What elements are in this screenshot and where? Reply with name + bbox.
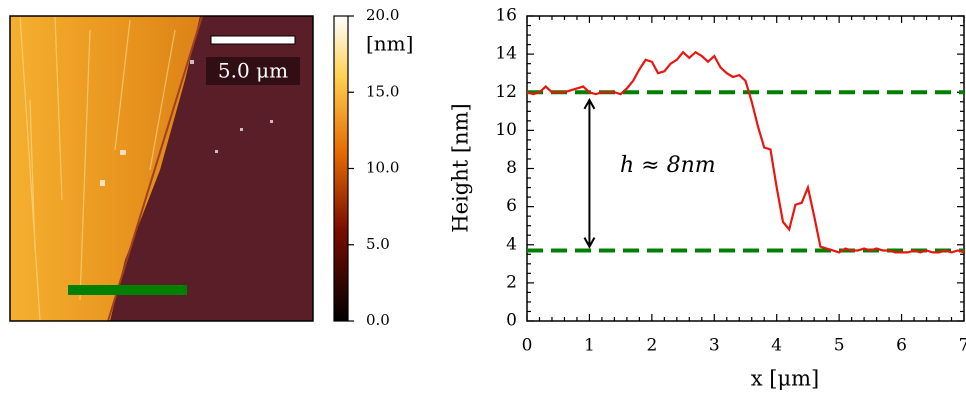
colorbar-tick-label: 5.0 <box>366 235 390 253</box>
colorbar-tick-label: 0.0 <box>366 311 390 329</box>
y-tick-label: 10 <box>495 120 517 140</box>
profile-line <box>526 50 965 254</box>
plot-frame <box>526 15 965 322</box>
colorbar-tick-label: 20.0 <box>366 6 399 24</box>
y-tick-label: 4 <box>506 234 517 254</box>
colorbar-tick-label: 10.0 <box>366 159 399 177</box>
y-tick-label: 8 <box>506 158 517 178</box>
x-tick-label: 2 <box>646 336 657 356</box>
colorbar-tick-label: 15.0 <box>366 82 399 100</box>
y-tick-label: 0 <box>506 311 517 331</box>
x-tick-label: 1 <box>584 336 595 356</box>
scale-bar-label-bg <box>206 57 300 85</box>
y-tick-label: 2 <box>506 272 517 292</box>
x-tick-label: 4 <box>771 336 782 356</box>
x-tick-label: 5 <box>834 336 845 356</box>
x-tick-label: 6 <box>896 336 907 356</box>
x-axis-label: x [μm] <box>751 367 819 391</box>
image-frame <box>9 15 314 322</box>
x-tick-label: 3 <box>709 336 720 356</box>
x-tick-label: 7 <box>959 336 966 356</box>
y-tick-label: 14 <box>495 44 517 64</box>
x-tick-label: 0 <box>522 336 533 356</box>
y-tick-label: 12 <box>495 82 517 102</box>
profile-line <box>68 285 187 295</box>
scale-bar-label: 5.0 μm <box>218 59 288 83</box>
scale-bar <box>210 35 296 45</box>
arrow <box>583 97 596 249</box>
y-tick-label: 16 <box>495 6 517 26</box>
colorbar-label: [nm] <box>366 32 413 56</box>
y-axis-label: Height [nm] <box>449 103 473 232</box>
annotation: h ≈ 8nm <box>620 153 716 178</box>
y-tick-label: 6 <box>506 196 517 216</box>
colorbar <box>333 15 349 322</box>
